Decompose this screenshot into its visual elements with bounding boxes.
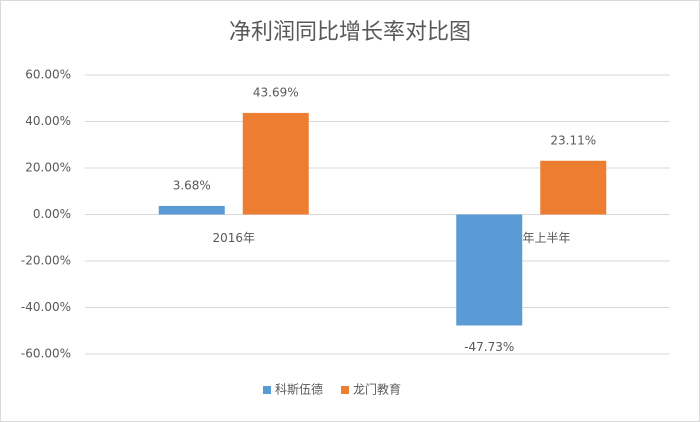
y-tick-label: -40.00% (21, 300, 71, 314)
legend-label: 龙门教育 (353, 382, 401, 397)
legend-swatch (341, 386, 350, 394)
data-label: 23.11% (550, 133, 596, 147)
bar (540, 160, 607, 215)
legend-label: 科斯伍德 (275, 382, 323, 397)
legend-swatch (263, 386, 271, 394)
data-label: -47.73% (464, 340, 514, 354)
data-label: 3.68% (173, 178, 211, 192)
chart-title: 净利润同比增长率对比图 (229, 20, 471, 45)
y-tick-label: -60.00% (21, 347, 71, 361)
y-tick-label: 40.00% (25, 114, 71, 128)
bar (242, 112, 309, 215)
x-tick-label: 2016年 (212, 231, 255, 245)
y-tick-label: 0.00% (33, 207, 71, 221)
y-tick-label: 60.00% (25, 68, 71, 82)
bar (456, 214, 523, 326)
data-label: 43.69% (253, 85, 299, 99)
bar (158, 205, 225, 215)
y-tick-label: -20.00% (21, 254, 71, 268)
y-tick-label: 20.00% (25, 161, 71, 175)
